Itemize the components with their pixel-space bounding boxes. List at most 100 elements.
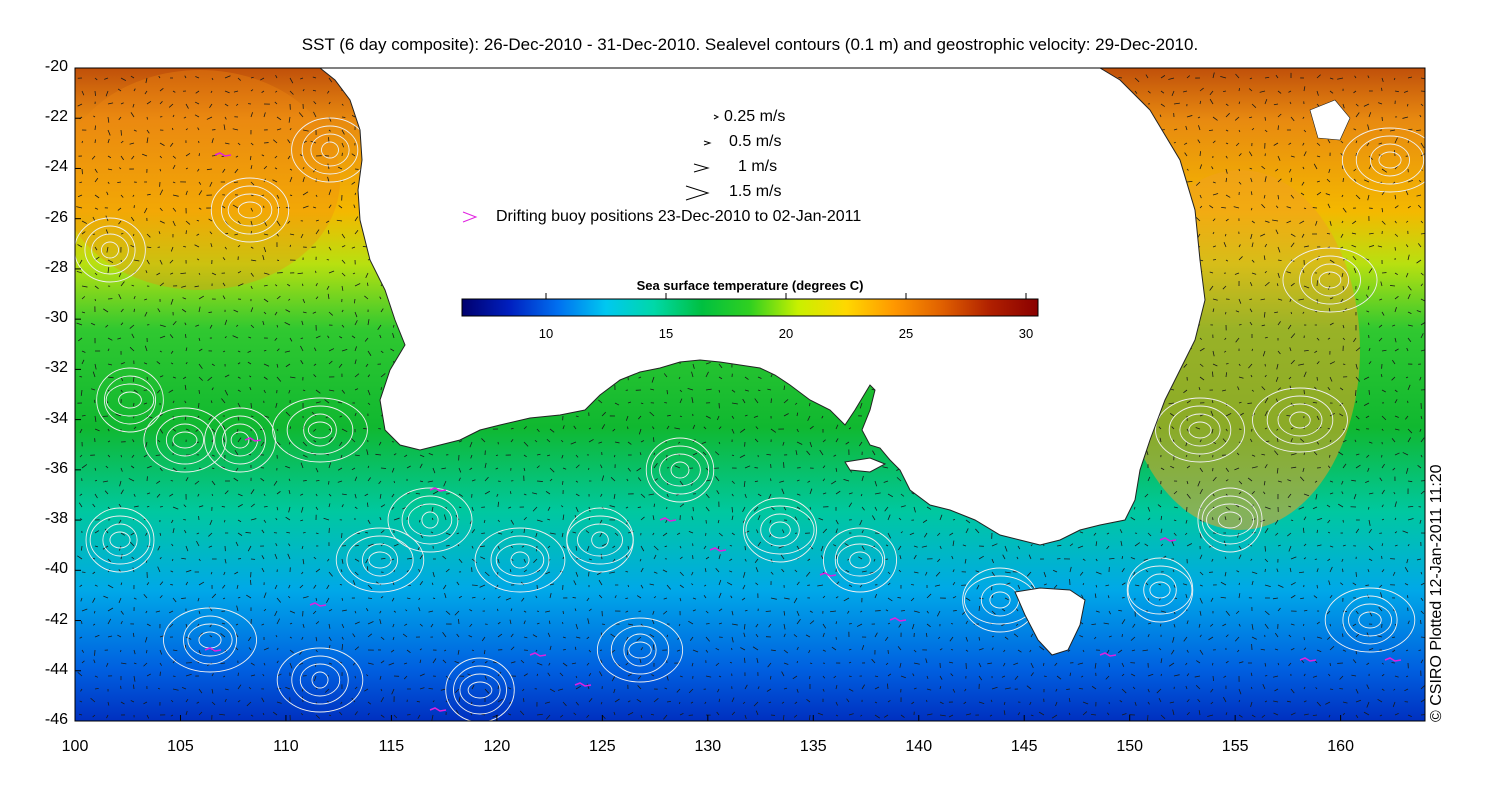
velocity-arrow	[354, 230, 359, 235]
velocity-arrow	[1327, 139, 1331, 144]
velocity-arrow	[120, 620, 123, 625]
velocity-arrow	[263, 112, 266, 118]
velocity-arrow	[91, 388, 96, 391]
velocity-arrow	[440, 688, 447, 691]
velocity-arrow	[170, 362, 174, 365]
velocity-arrow	[484, 661, 488, 664]
velocity-arrow	[1326, 610, 1331, 615]
velocity-arrow	[1147, 634, 1150, 638]
velocity-arrow	[1017, 584, 1021, 589]
velocity-arrow	[250, 89, 254, 92]
velocity-arrow	[718, 389, 721, 393]
velocity-arrow	[1407, 518, 1414, 521]
velocity-arrow	[1222, 438, 1227, 443]
velocity-arrow	[1225, 506, 1230, 511]
velocity-arrow	[120, 102, 124, 105]
velocity-arrow	[456, 633, 460, 638]
velocity-arrow	[105, 229, 109, 235]
velocity-arrow	[1329, 545, 1334, 548]
velocity-arrow	[289, 376, 296, 379]
velocity-arrow	[211, 77, 214, 81]
velocity-arrow	[328, 204, 332, 209]
velocity-arrow	[1315, 687, 1318, 690]
velocity-arrow	[471, 596, 476, 599]
velocity-arrow	[1290, 623, 1295, 626]
velocity-arrow	[367, 319, 370, 326]
velocity-arrow	[380, 557, 386, 560]
velocity-arrow	[276, 441, 281, 446]
velocity-arrow	[1407, 324, 1413, 327]
velocity-arrow	[393, 543, 399, 547]
velocity-arrow	[300, 360, 304, 365]
velocity-arrow	[351, 181, 356, 185]
velocity-arrow	[1342, 463, 1347, 469]
velocity-arrow	[1290, 282, 1295, 287]
velocity-arrow	[1147, 90, 1151, 94]
velocity-arrow	[1288, 376, 1292, 380]
velocity-arrow	[198, 363, 203, 369]
velocity-arrow	[1250, 233, 1253, 240]
velocity-arrow	[796, 506, 801, 510]
velocity-arrow	[1313, 163, 1318, 170]
velocity-arrow	[1173, 623, 1176, 628]
velocity-arrow	[81, 231, 86, 235]
velocity-arrow	[245, 532, 252, 534]
velocity-arrow	[1056, 544, 1062, 547]
velocity-arrow	[418, 597, 421, 601]
velocity-arrow	[263, 647, 269, 651]
velocity-arrow	[419, 554, 424, 560]
velocity-arrow	[1405, 675, 1409, 678]
velocity-arrow	[600, 464, 603, 469]
velocity-arrow	[887, 582, 891, 586]
velocity-arrow	[169, 623, 174, 628]
velocity-arrow	[1105, 675, 1110, 680]
velocity-arrow	[1342, 544, 1346, 547]
velocity-arrow	[887, 622, 891, 625]
velocity-arrow	[822, 688, 825, 692]
velocity-arrow	[1313, 595, 1318, 599]
velocity-arrow	[1108, 557, 1115, 560]
velocity-arrow	[470, 454, 473, 459]
velocity-arrow	[419, 673, 425, 677]
velocity-arrow	[1407, 544, 1410, 547]
velocity-arrow	[497, 519, 500, 523]
velocity-arrow	[159, 207, 163, 212]
velocity-arrow	[443, 480, 447, 487]
velocity-arrow	[339, 441, 343, 447]
velocity-arrow	[1339, 413, 1344, 417]
velocity-arrow	[1326, 178, 1331, 183]
velocity-arrow	[146, 415, 153, 419]
velocity-arrow	[951, 555, 954, 560]
velocity-arrow	[1183, 142, 1188, 145]
velocity-arrow	[1337, 503, 1344, 508]
velocity-arrow	[562, 662, 568, 667]
velocity-arrow	[809, 425, 814, 430]
velocity-arrow	[235, 623, 239, 626]
velocity-arrow	[263, 349, 267, 352]
velocity-arrow	[1303, 245, 1309, 248]
velocity-arrow	[649, 411, 655, 417]
velocity-arrow	[1366, 142, 1370, 147]
velocity-arrow	[211, 493, 214, 497]
velocity-arrow	[1222, 285, 1227, 290]
velocity-arrow	[107, 259, 114, 263]
velocity-arrow	[1392, 359, 1396, 365]
velocity-arrow	[220, 662, 226, 664]
velocity-arrow	[1250, 558, 1253, 561]
velocity-arrow	[744, 558, 747, 562]
velocity-arrow	[1303, 557, 1307, 560]
velocity-arrow	[274, 584, 278, 590]
velocity-arrow	[287, 553, 291, 560]
velocity-arrow	[1276, 437, 1279, 443]
velocity-arrow	[237, 402, 241, 408]
velocity-arrow	[354, 544, 359, 547]
velocity-arrow	[94, 493, 98, 499]
velocity-arrow	[432, 658, 437, 664]
velocity-arrow	[144, 207, 148, 214]
velocity-arrow	[731, 428, 735, 434]
velocity-arrow	[250, 220, 253, 227]
velocity-arrow	[262, 320, 265, 326]
velocity-arrow	[1199, 467, 1204, 473]
velocity-arrow	[900, 493, 905, 497]
velocity-arrow	[653, 554, 657, 560]
